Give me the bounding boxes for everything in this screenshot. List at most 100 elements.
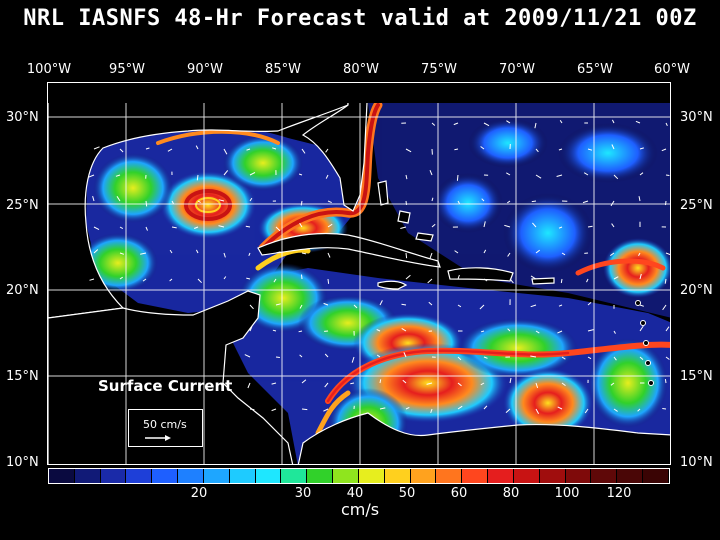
- current-vector-arrow: [195, 249, 199, 254]
- current-vector-arrow: [507, 252, 511, 257]
- current-vector-arrow: [587, 356, 592, 360]
- current-vector-arrow: [639, 172, 644, 176]
- current-vector-arrow: [506, 172, 511, 176]
- gulf-stream: [156, 100, 670, 436]
- current-vector-arrow: [405, 174, 408, 180]
- current-vector-arrow: [665, 122, 668, 127]
- current-vector-arrow: [583, 172, 589, 176]
- current-vector-arrow: [273, 278, 277, 283]
- current-vector-arrow: [405, 200, 407, 205]
- current-vector-arrow: [218, 199, 225, 202]
- current-vector-arrow: [88, 174, 95, 178]
- current-vector-arrow: [504, 224, 511, 228]
- colorbar-tick: 80: [502, 486, 520, 501]
- current-vector-arrow: [327, 252, 331, 258]
- current-vector-arrow: [350, 382, 355, 385]
- lat-label-right: 20°N: [680, 283, 713, 298]
- current-vector-arrow: [479, 304, 485, 310]
- current-vector-arrow: [587, 329, 594, 332]
- current-vector-arrow: [535, 249, 541, 254]
- current-vector-arrow: [611, 144, 615, 150]
- current-vector-arrow: [298, 173, 303, 176]
- lat-label-right: 30°N: [680, 110, 713, 125]
- colorbar-segment: [229, 469, 256, 483]
- current-vector-arrow: [664, 379, 667, 384]
- lat-label-left: 15°N: [6, 369, 39, 384]
- current-vectors: [88, 119, 670, 414]
- current-vector-arrow: [530, 275, 537, 280]
- current-vector-arrow: [506, 120, 511, 124]
- current-vector-arrow: [665, 356, 670, 360]
- colorbar-segment: [49, 469, 75, 483]
- current-vector-arrow: [483, 249, 487, 254]
- current-vector-arrow: [587, 302, 592, 306]
- current-vector-arrow: [299, 354, 303, 358]
- current-vector-arrow: [327, 223, 333, 228]
- current-vector-arrow: [115, 174, 121, 177]
- current-vector-arrow: [587, 225, 593, 228]
- colorbar-segment: [617, 469, 644, 483]
- current-vector-arrow: [639, 356, 644, 360]
- lon-label: 65°W: [577, 62, 613, 77]
- current-vector-arrow: [299, 304, 303, 309]
- current-vector-arrow: [324, 382, 329, 388]
- current-vector-arrow: [327, 200, 332, 204]
- current-vector-arrow: [480, 382, 485, 386]
- current-vector-arrow: [272, 329, 277, 332]
- colorbar-segment: [74, 469, 101, 483]
- current-vector-arrow: [116, 196, 121, 202]
- current-vector-arrow: [196, 174, 199, 181]
- colorbar-tick: 50: [398, 486, 416, 501]
- current-vector-arrow: [93, 249, 99, 254]
- current-vector-arrow: [665, 326, 670, 332]
- colorbar-segment: [513, 469, 540, 483]
- current-vector-arrow: [167, 148, 173, 152]
- current-vector-arrow: [457, 405, 463, 410]
- current-vector-arrow: [509, 377, 512, 384]
- colorbar-segment: [539, 469, 566, 483]
- current-vector-arrow: [299, 222, 303, 228]
- colorbar-segment: [152, 469, 179, 483]
- current-vector-arrow: [507, 328, 511, 332]
- current-vector-arrow: [557, 406, 563, 410]
- current-vector-arrow: [275, 356, 280, 358]
- current-vector-arrow: [456, 174, 459, 181]
- current-vector-arrow: [454, 148, 459, 151]
- current-vector-arrow: [89, 278, 95, 281]
- current-vector-arrow: [532, 222, 537, 228]
- current-vector-arrow: [535, 174, 542, 179]
- map-canvas: [48, 83, 670, 464]
- colorbar-segment: [384, 469, 411, 483]
- current-vector-arrow: [457, 274, 460, 280]
- current-vector-arrow: [429, 170, 433, 176]
- current-vector-arrow: [534, 122, 537, 129]
- current-speed-map[interactable]: Surface Current 50 cm/s: [47, 82, 671, 465]
- current-vector-arrow: [171, 200, 174, 204]
- current-vector-arrow: [248, 252, 251, 256]
- current-vector-arrow: [298, 330, 303, 333]
- current-vector-arrow: [325, 148, 329, 153]
- colorbar-unit: cm/s: [340, 500, 380, 519]
- current-vector-arrow: [405, 274, 411, 280]
- vector-legend-label: 50 cm/s: [143, 418, 187, 431]
- current-vector-arrow: [639, 147, 644, 150]
- current-vector-arrow: [480, 330, 485, 333]
- current-vector-arrow: [93, 226, 100, 231]
- current-vector-arrow: [119, 226, 124, 230]
- current-vector-arrow: [301, 408, 308, 411]
- current-vector-arrow: [426, 382, 433, 385]
- domain-boundary: [48, 83, 670, 103]
- current-vector-arrow: [403, 352, 407, 358]
- current-vector-arrow: [561, 382, 566, 387]
- current-vector-arrow: [431, 122, 436, 126]
- current-vector-arrow: [558, 226, 563, 229]
- current-vector-arrow: [507, 200, 511, 204]
- current-vector-arrow: [197, 278, 202, 284]
- current-vector-arrow: [586, 278, 589, 283]
- current-vector-arrow: [535, 382, 539, 389]
- current-vector-arrow: [401, 327, 407, 332]
- lat-label-left: 10°N: [6, 455, 39, 470]
- current-vector-arrow: [247, 382, 251, 389]
- lon-label: 70°W: [499, 62, 535, 77]
- current-vector-arrow: [169, 249, 173, 254]
